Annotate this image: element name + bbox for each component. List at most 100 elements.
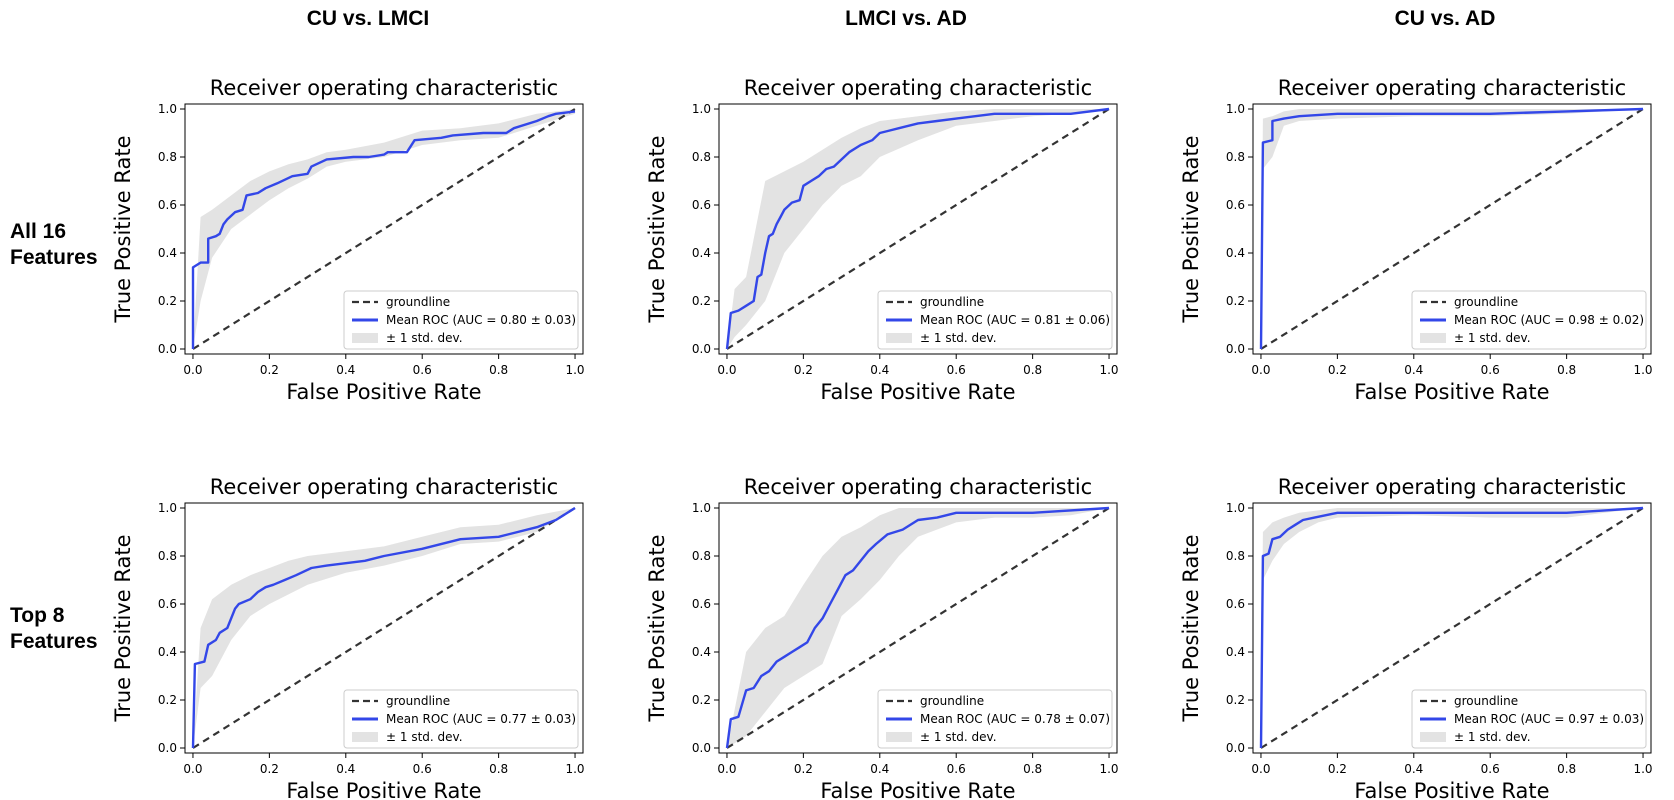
panel-5-xtick-label: 0.2 [794,762,813,776]
panel-1-legend-label: ± 1 std. dev. [386,331,463,345]
panel-3-xtick-label: 0.0 [1251,363,1270,377]
panel-4-ytick-label: 0.4 [158,645,177,659]
panel-3-mean-roc-line [1259,107,1644,350]
panel-4-legend-std-swatch [352,732,378,742]
panel-4-legend: groundline Mean ROC (AUC = 0.77 ± 0.03) ± … [343,689,579,749]
panel-4-groundline [192,507,576,749]
panel-1-legend-label: groundline [386,295,450,309]
panel-6-xtick-label: 0.0 [1251,762,1270,776]
panel-4-ytick-label: 1.0 [158,501,177,515]
panel-3-ytick-label: 0.2 [1226,294,1245,308]
panel-1-ytick-label: 0.4 [158,246,177,260]
column-title-cu-vs-lmci: CU vs. LMCI [307,7,430,30]
panel-2-ytick-label: 0.8 [692,150,711,164]
row-label-top-8-line1: Top 8 [10,604,65,627]
panel-2-legend-label: groundline [920,295,984,309]
panel-2-legend-box [877,290,1113,350]
panel-3-title: Receiver operating characteristic [1278,76,1626,100]
panel-5-axes-frame [718,502,1118,754]
panel-6-ytick-label: 0.0 [1226,741,1245,755]
panel-4-legend-label: ± 1 std. dev. [386,730,463,744]
panel-1: Receiver operating characteristic 0.0 0.2 0… [111,76,585,404]
panel-4-ytick-label: 0.6 [158,597,177,611]
panel-5-xlabel: False Positive Rate [820,779,1015,800]
panel-6-ytick-label: 0.2 [1226,693,1245,707]
panel-6-xtick-label: 0.8 [1557,762,1576,776]
panel-2-ytick-label: 0.4 [692,246,711,260]
panel-2-xlabel: False Positive Rate [820,380,1015,404]
panel-5-mean-roc-line [725,506,1110,749]
panel-2-legend-std-swatch [886,333,912,343]
panel-4-ylabel: True Positive Rate [111,534,135,722]
panel-3-legend-box [1411,290,1647,350]
panel-5-xtick-label: 0.6 [947,762,966,776]
panel-6-mean-roc-line [1259,506,1644,749]
panel-3-legend-label: groundline [1454,295,1518,309]
panel-1-ytick-label: 0.0 [158,342,177,356]
panel-5: Receiver operating characteristic 0.0 0.2 0… [645,475,1119,800]
panel-5-xtick-label: 0.0 [717,762,736,776]
panel-2-xtick-label: 0.8 [1023,363,1042,377]
panel-2-legend-label: ± 1 std. dev. [920,331,997,345]
panel-1-mean-roc-line [191,110,576,349]
panel-1-xtick-label: 1.0 [565,363,584,377]
panel-4-xtick-label: 0.6 [413,762,432,776]
panel-4-legend-label: Mean ROC (AUC = 0.77 ± 0.03) [386,712,576,726]
panel-5-std-band [727,508,1109,748]
panel-6-xtick-label: 0.2 [1328,762,1347,776]
panel-6-ytick-label: 0.4 [1226,645,1245,659]
panel-1-groundline [192,108,576,350]
row-label-all-16-line2: Features [10,246,98,269]
panel-1-title: Receiver operating characteristic [210,76,558,100]
panel-3-xtick-label: 1.0 [1633,363,1652,377]
panel-4-ytick-label: 0.2 [158,693,177,707]
panel-5-ylabel: True Positive Rate [645,534,669,722]
panel-5-ytick-label: 0.0 [692,741,711,755]
panel-6-ylabel: True Positive Rate [1179,534,1203,722]
panel-6-legend-label: groundline [1454,694,1518,708]
panel-3-legend-std-swatch [1420,333,1446,343]
panel-4-std-band [193,508,575,748]
panel-1-xtick-label: 0.8 [489,363,508,377]
panel-1-std-band [193,109,575,349]
panel-6-legend-label: ± 1 std. dev. [1454,730,1531,744]
panel-6-ytick-label: 1.0 [1226,501,1245,515]
panel-1-ytick-label: 0.6 [158,198,177,212]
panel-6-xtick-label: 1.0 [1633,762,1652,776]
panel-1-axes-frame [184,103,584,355]
panel-2-xtick-label: 0.0 [717,363,736,377]
panel-6-legend: groundline Mean ROC (AUC = 0.97 ± 0.03) ± … [1411,689,1647,749]
panel-3-xlabel: False Positive Rate [1354,380,1549,404]
panel-4-xtick-label: 0.0 [183,762,202,776]
panel-3-groundline [1260,108,1644,350]
panel-4-ytick-label: 0.8 [158,549,177,563]
panel-2-ytick-label: 0.2 [692,294,711,308]
panel-5-legend-label: groundline [920,694,984,708]
panel-5-xtick-label: 0.8 [1023,762,1042,776]
panel-4-xtick-label: 1.0 [565,762,584,776]
panel-4-ytick-label: 0.0 [158,741,177,755]
panel-2-legend-label: Mean ROC (AUC = 0.81 ± 0.06) [920,313,1110,327]
panel-6-ytick-label: 0.6 [1226,597,1245,611]
panel-3-ylabel: True Positive Rate [1179,135,1203,323]
panel-4-xlabel: False Positive Rate [286,779,481,800]
panel-5-ytick-label: 0.4 [692,645,711,659]
panel-2-legend: groundline Mean ROC (AUC = 0.81 ± 0.06) ± … [877,290,1113,350]
panel-3: Receiver operating characteristic 0.0 0.2 0… [1179,76,1653,404]
panel-3-legend-label: ± 1 std. dev. [1454,331,1531,345]
panel-3-axes-frame [1252,103,1652,355]
panel-6-std-band [1261,508,1643,748]
panel-4-xtick-label: 0.8 [489,762,508,776]
panel-2-xtick-label: 0.6 [947,363,966,377]
panel-5-groundline [726,507,1110,749]
panel-3-xtick-label: 0.8 [1557,363,1576,377]
panel-3-ytick-label: 0.0 [1226,342,1245,356]
panel-4-legend-box [343,689,579,749]
panel-3-legend-label: Mean ROC (AUC = 0.98 ± 0.02) [1454,313,1644,327]
panel-5-legend: groundline Mean ROC (AUC = 0.78 ± 0.07) ± … [877,689,1113,749]
panel-6-xlabel: False Positive Rate [1354,779,1549,800]
panel-6-legend-label: Mean ROC (AUC = 0.97 ± 0.03) [1454,712,1644,726]
panel-6-xtick-label: 0.4 [1404,762,1423,776]
panel-1-xtick-label: 0.6 [413,363,432,377]
